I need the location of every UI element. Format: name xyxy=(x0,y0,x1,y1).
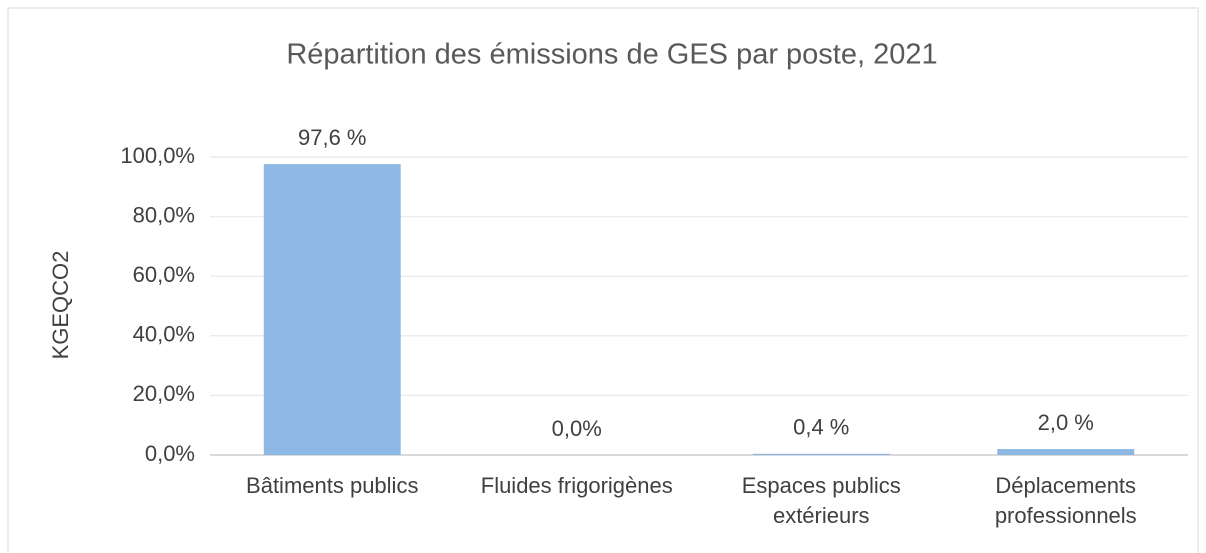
y-tick-label: 100,0% xyxy=(120,143,195,168)
bar xyxy=(997,449,1135,455)
bar xyxy=(752,453,890,455)
data-label: 0,0% xyxy=(552,416,602,441)
y-tick-label: 60,0% xyxy=(133,262,195,287)
data-label: 2,0 % xyxy=(1038,410,1094,435)
x-tick-label: Bâtiments publics xyxy=(246,473,419,498)
bar xyxy=(263,164,401,456)
data-label: 97,6 % xyxy=(298,125,367,150)
chart-title: Répartition des émissions de GES par pos… xyxy=(286,39,937,71)
x-tick-label: Déplacements professionnels xyxy=(994,473,1137,528)
y-tick-label: 40,0% xyxy=(133,322,195,347)
y-tick-label: 20,0% xyxy=(133,381,195,406)
x-tick-label: Fluides frigorigènes xyxy=(480,473,673,498)
chart-border xyxy=(7,7,1199,553)
y-axis-label: KGEQCO2 xyxy=(48,251,73,360)
data-label: 0,4 % xyxy=(793,415,849,440)
x-tick-label: Espaces publics extérieurs xyxy=(741,473,901,528)
y-tick-label: 0,0% xyxy=(145,441,195,466)
y-tick-label: 80,0% xyxy=(133,202,195,227)
